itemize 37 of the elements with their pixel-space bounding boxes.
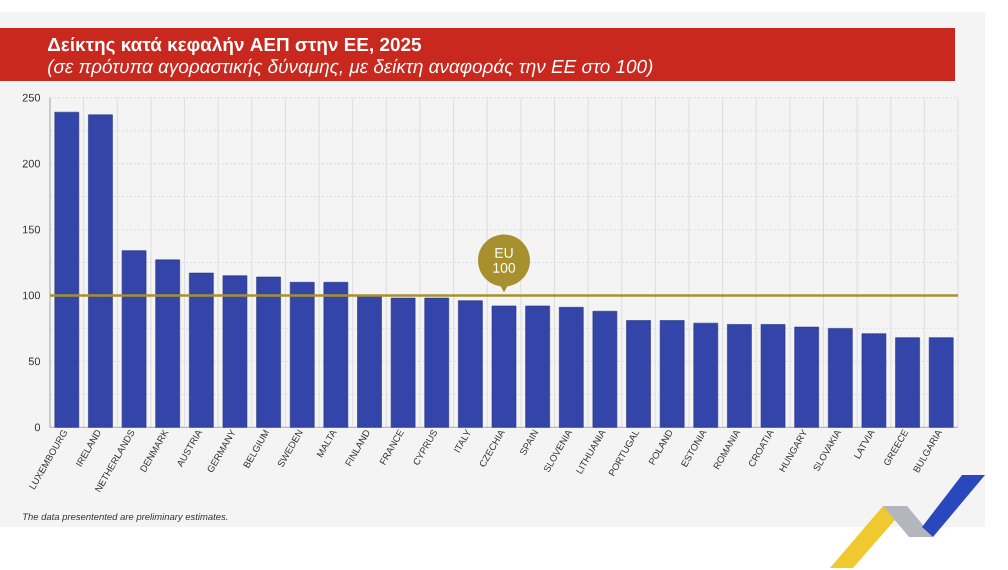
bar [558,307,584,428]
bar [121,250,147,428]
y-tick-label: 200 [22,159,41,168]
y-tick-label: 150 [23,225,41,234]
y-tick-label: 50 [28,357,41,366]
bar [155,259,180,428]
bar [54,111,80,428]
bar [928,337,954,428]
bar [794,326,819,428]
text: The data presentented are preliminary estimates. [23,513,228,522]
bar [659,320,685,428]
bar [458,300,483,428]
bar [357,295,382,428]
y-tick-label: 100 [23,291,41,300]
bar [693,322,719,428]
bar [390,297,416,428]
chart-subtitle: (σε πρότυπα αγοραστικής δύναμης, με δείκτη αναφοράς την ΕΕ στο 100) [48,58,653,77]
chart-title: Δείκτης κατά κεφαλήν ΑΕΠ στην ΕΕ, 2025 [47,36,422,55]
bar [828,328,853,428]
bar [895,337,920,428]
y-tick-label: 0 [34,423,41,432]
bar [289,281,315,428]
bar [222,275,248,428]
bar [491,305,517,428]
bar [760,324,786,428]
bar [727,324,752,428]
bar [424,297,450,428]
bar [323,281,349,428]
bar [189,272,214,428]
bar [861,333,887,428]
bar [592,310,618,428]
ref-line-label: EU 100 [493,248,516,273]
bar [256,276,281,428]
bar [88,114,113,428]
bar [525,305,550,428]
bar [626,320,651,428]
y-tick-label: 250 [22,93,41,102]
